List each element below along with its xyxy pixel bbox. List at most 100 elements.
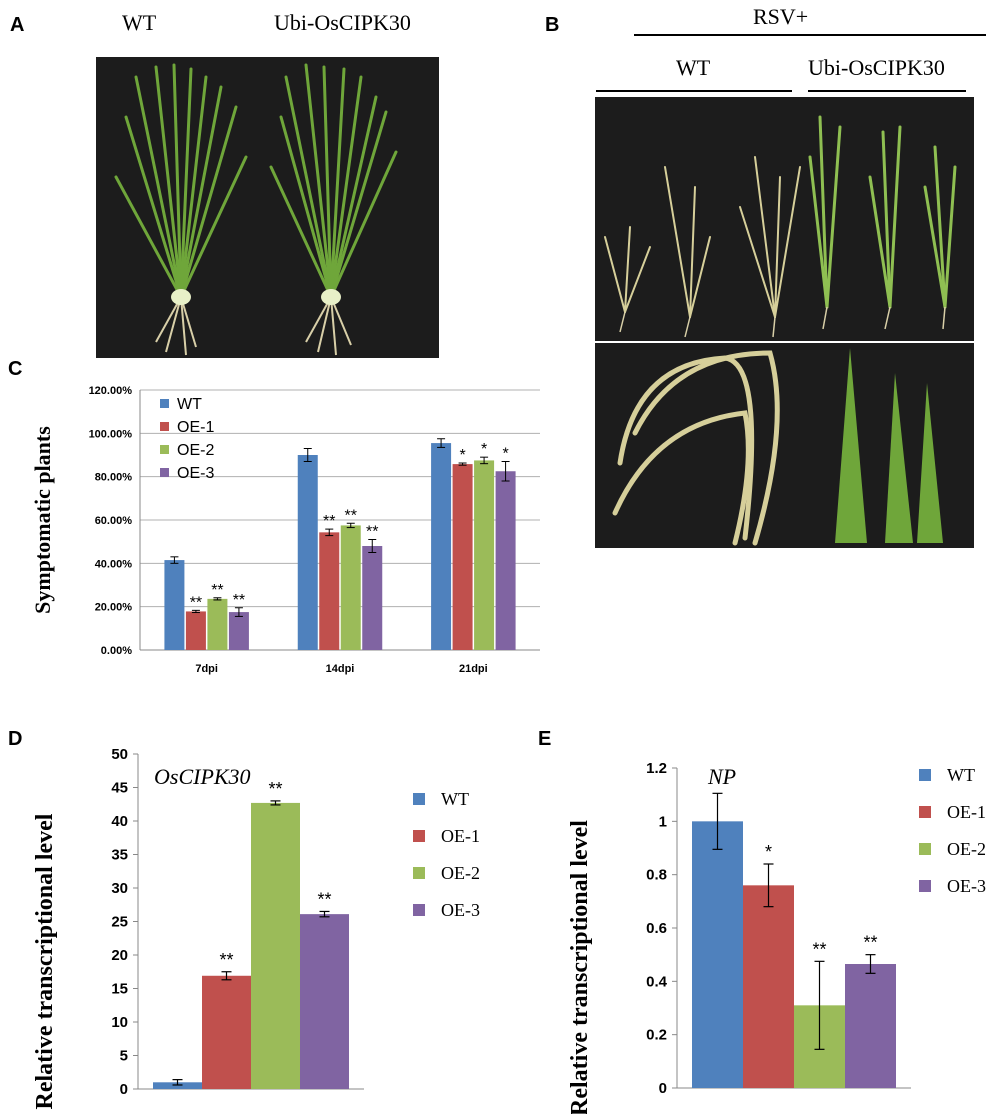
legend-label-e: OE-3 bbox=[947, 876, 986, 896]
legend-swatch-c bbox=[160, 422, 169, 431]
significance-mark-d: ** bbox=[317, 889, 331, 909]
legend-swatch-d bbox=[413, 793, 425, 805]
panel-letter-b: B bbox=[545, 14, 560, 36]
chart-e-np-expression: 0 0.2 0.4 0.6 0.8 1 1.2 Relative transcriptiona… bbox=[567, 760, 986, 1114]
significance-mark-c: * bbox=[502, 446, 508, 463]
legend-label-e: OE-2 bbox=[947, 839, 986, 859]
y-tick-label-e: 0.2 bbox=[646, 1027, 667, 1044]
significance-mark-d: ** bbox=[268, 779, 282, 799]
y-tick-label-d: 10 bbox=[111, 1014, 128, 1031]
y-tick-label-e: 1 bbox=[659, 813, 667, 830]
legend-label-c: OE-2 bbox=[177, 442, 214, 459]
y-tick-label-d: 40 bbox=[111, 813, 128, 830]
panel-b-label-transgenic: Ubi-OsCIPK30 bbox=[808, 55, 945, 80]
legend-swatch-d bbox=[413, 867, 425, 879]
legend-label-c: WT bbox=[177, 396, 202, 413]
legend-label-c: OE-3 bbox=[177, 465, 214, 482]
y-tick-label-d: 15 bbox=[111, 981, 128, 998]
panel-letter-a: A bbox=[10, 14, 25, 36]
y-tick-label-d: 45 bbox=[111, 780, 128, 797]
y-tick-label-d: 35 bbox=[111, 847, 128, 864]
y-tick-label-c: 120.00% bbox=[89, 385, 133, 397]
bar-c-oe-3 bbox=[228, 612, 249, 650]
y-axis-label-e: Relative transcriptional level bbox=[567, 820, 593, 1114]
gene-annotation-e: NP bbox=[707, 764, 736, 789]
gene-annotation-d: OsCIPK30 bbox=[154, 764, 251, 789]
legend-label-e: OE-1 bbox=[947, 802, 986, 822]
significance-mark-e: ** bbox=[863, 933, 877, 953]
significance-mark-c: * bbox=[481, 441, 487, 458]
significance-mark-c: ** bbox=[233, 592, 245, 609]
significance-mark-e: ** bbox=[812, 939, 826, 959]
panel-letter-e: E bbox=[538, 728, 552, 750]
bar-c-wt bbox=[164, 560, 185, 650]
legend-swatch-e bbox=[919, 769, 931, 781]
significance-mark-c: ** bbox=[345, 507, 357, 524]
panel-b-label-rsv: RSV+ bbox=[753, 4, 809, 29]
y-tick-label-e: 1.2 bbox=[646, 760, 667, 777]
bar-e-oe-1 bbox=[743, 885, 794, 1088]
y-tick-label-e: 0.8 bbox=[646, 867, 667, 884]
bar-c-wt bbox=[431, 443, 452, 650]
bar-d-oe-1 bbox=[202, 975, 251, 1089]
panel-b-transgenic-line bbox=[808, 90, 966, 92]
y-axis-label-d: Relative transcriptional level bbox=[32, 813, 58, 1109]
bar-c-oe-3 bbox=[362, 546, 383, 650]
bar-c-oe-1 bbox=[319, 532, 340, 650]
bar-d-oe-2 bbox=[251, 802, 300, 1089]
bar-d-oe-3 bbox=[300, 914, 349, 1089]
y-tick-label-e: 0.6 bbox=[646, 920, 667, 937]
y-tick-label-d: 5 bbox=[120, 1048, 128, 1065]
y-tick-label-c: 0.00% bbox=[101, 645, 132, 657]
y-tick-label-e: 0.4 bbox=[646, 973, 668, 990]
panel-b-leaves bbox=[612, 348, 943, 546]
panel-a-label-transgenic: Ubi-OsCIPK30 bbox=[274, 10, 411, 35]
panel-b-label-wt: WT bbox=[676, 55, 711, 80]
x-tick-label-c: 14dpi bbox=[326, 663, 355, 675]
y-tick-label-d: 50 bbox=[111, 746, 128, 763]
panel-b-plants bbox=[604, 115, 957, 338]
y-tick-label-e: 0 bbox=[659, 1080, 667, 1097]
significance-mark-c: ** bbox=[190, 594, 202, 611]
legend-swatch-e bbox=[919, 843, 931, 855]
significance-mark-c: * bbox=[459, 447, 465, 464]
chart-d-oscipk30-expression: 0 5 10 15 20 25 30 35 40 45 50 Relative transcripti… bbox=[32, 746, 480, 1109]
significance-mark-c: ** bbox=[323, 513, 335, 530]
bar-c-wt bbox=[297, 455, 318, 650]
chart-c-symptomatic-plants: 0.00% 20.00% 40.00% 60.00% 80.00% 100.00% 120.… bbox=[30, 385, 540, 675]
x-tick-label-c: 7dpi bbox=[195, 663, 218, 675]
legend-swatch-e bbox=[919, 806, 931, 818]
panel-a-label-wt: WT bbox=[122, 10, 157, 35]
legend-swatch-e bbox=[919, 880, 931, 892]
panel-b-photo-bottom bbox=[595, 343, 974, 548]
panel-a-photo bbox=[96, 57, 439, 358]
legend-swatch-c bbox=[160, 468, 169, 477]
legend-label-d: OE-3 bbox=[441, 900, 480, 920]
legend-label-d: WT bbox=[441, 789, 469, 809]
significance-mark-e: * bbox=[765, 842, 772, 862]
y-tick-label-d: 0 bbox=[120, 1081, 128, 1098]
panel-letter-c: C bbox=[8, 358, 23, 380]
y-tick-label-d: 25 bbox=[111, 914, 128, 931]
y-tick-label-c: 80.00% bbox=[95, 472, 133, 484]
bar-e-oe-3 bbox=[845, 964, 896, 1088]
bar-c-oe-3 bbox=[495, 471, 516, 650]
panel-a-plants bbox=[114, 63, 398, 356]
y-tick-label-d: 20 bbox=[111, 947, 128, 964]
y-tick-label-c: 60.00% bbox=[95, 515, 133, 527]
legend-label-d: OE-2 bbox=[441, 863, 480, 883]
bar-c-oe-2 bbox=[207, 598, 228, 650]
legend-label-c: OE-1 bbox=[177, 419, 214, 436]
legend-swatch-d bbox=[413, 830, 425, 842]
legend-label-d: OE-1 bbox=[441, 826, 480, 846]
y-axis-label-c: Symptomatic plants bbox=[30, 426, 55, 614]
x-tick-label-c: 21dpi bbox=[459, 663, 488, 675]
bar-c-oe-1 bbox=[185, 611, 206, 650]
panel-b-rsv-line bbox=[634, 34, 986, 36]
bar-e-wt bbox=[692, 821, 743, 1088]
y-tick-label-c: 100.00% bbox=[89, 428, 133, 440]
bar-d-wt bbox=[153, 1082, 202, 1089]
y-tick-label-c: 20.00% bbox=[95, 602, 133, 614]
legend-swatch-d bbox=[413, 904, 425, 916]
significance-mark-c: ** bbox=[366, 524, 378, 541]
